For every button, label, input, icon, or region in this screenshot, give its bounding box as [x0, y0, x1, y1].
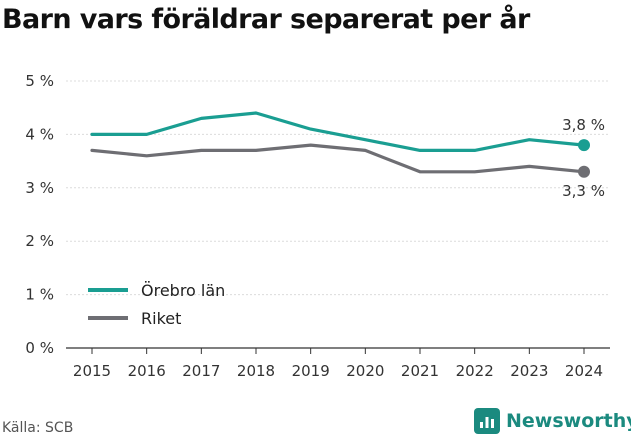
x-axis-ticks: 2015 2016 2017 2018 2019 2020 2021 2022 2023 2024: [73, 348, 603, 380]
x-tick-label: 2022: [456, 362, 494, 380]
y-tick-label: 4 %: [25, 125, 54, 143]
x-tick-label: 2021: [401, 362, 439, 380]
legend-label: Örebro län: [141, 281, 225, 300]
series-lines: 3,8 % 3,3 %: [90, 111, 605, 200]
y-tick-label: 2 %: [25, 232, 54, 250]
x-tick-label: 2019: [292, 362, 330, 380]
series-end-marker: [578, 139, 590, 152]
bar-chart-logo-icon: [474, 408, 500, 434]
series-line: [90, 111, 586, 152]
x-tick-label: 2020: [346, 362, 384, 380]
y-tick-label: 1 %: [25, 286, 54, 304]
y-tick-label: 5 %: [25, 72, 54, 90]
x-tick-label: 2017: [182, 362, 220, 380]
end-value-label: 3,3 %: [562, 182, 605, 200]
brand-logo: Newsworthy: [474, 408, 631, 434]
x-tick-label: 2018: [237, 362, 275, 380]
series-end-marker: [578, 165, 590, 178]
x-tick-label: 2015: [73, 362, 111, 380]
y-tick-label: 3 %: [25, 179, 54, 197]
gridlines: [66, 80, 610, 349]
chart-title: Barn vars föräldrar separerat per år: [2, 4, 530, 35]
end-value-label: 3,8 %: [562, 116, 605, 134]
x-tick-label: 2023: [510, 362, 548, 380]
x-tick-label: 2024: [565, 362, 603, 380]
y-tick-label: 0 %: [25, 339, 54, 357]
source-note: Källa: SCB: [2, 420, 74, 436]
legend: Örebro län Riket: [88, 281, 225, 328]
x-tick-label: 2016: [128, 362, 166, 380]
series-line: [90, 143, 586, 174]
legend-label: Riket: [141, 309, 181, 328]
brand-name: Newsworthy: [506, 410, 631, 432]
y-axis-ticks: 0 % 1 % 2 % 3 % 4 % 5 %: [25, 72, 54, 357]
